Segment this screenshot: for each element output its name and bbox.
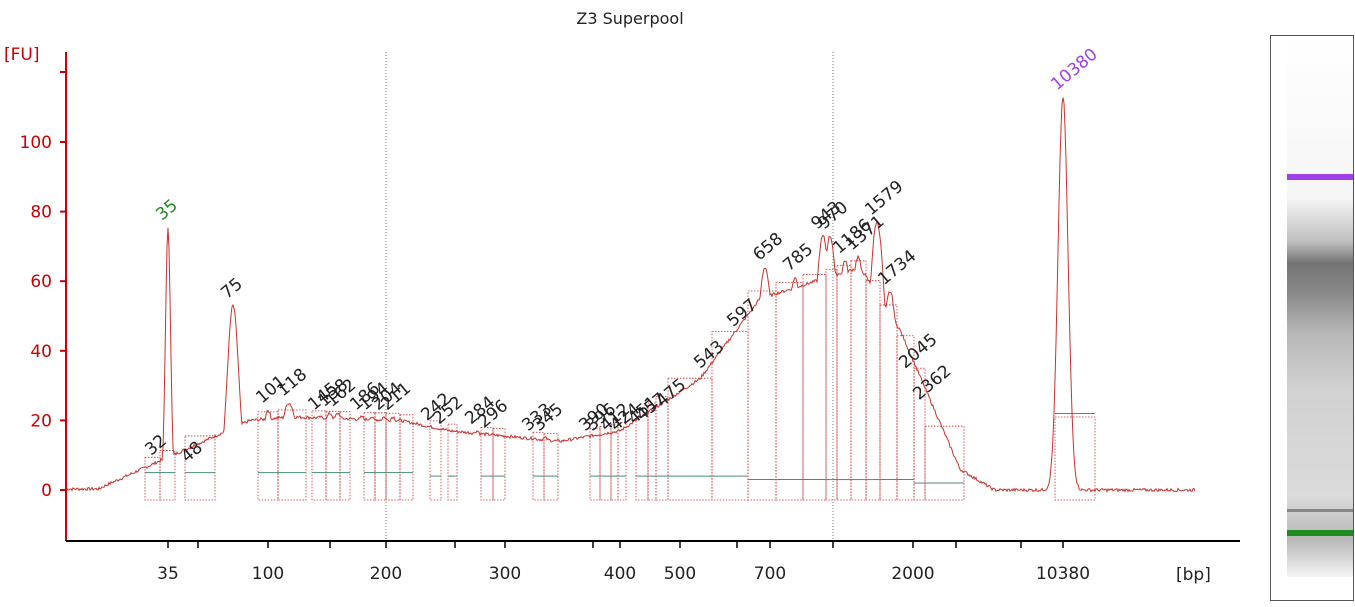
- peak-region: [747, 290, 777, 501]
- peak-region: [277, 409, 307, 501]
- peak-region: [775, 282, 804, 501]
- peak-region: [311, 410, 327, 501]
- peak-region: [532, 431, 545, 501]
- x-tick-label: 300: [489, 564, 521, 584]
- peak-region: [850, 260, 867, 501]
- x-tick-label: 700: [754, 564, 786, 584]
- peak-region: [599, 426, 612, 501]
- peak-label: 597: [723, 295, 761, 331]
- peak-region: [543, 433, 559, 501]
- x-tick-label: 500: [664, 564, 696, 584]
- x-tick-label: 10380: [1036, 564, 1090, 584]
- gel-smear: [1287, 36, 1353, 577]
- gel-band: [1287, 509, 1353, 512]
- peak-regions: [144, 260, 1096, 501]
- gel-lane: [1287, 36, 1353, 577]
- y-axis-label: [FU]: [4, 45, 40, 65]
- lower-marker-label: 35: [152, 196, 181, 225]
- x-tick-label: 200: [370, 564, 402, 584]
- peak-region: [836, 264, 852, 501]
- peak-region: [257, 411, 279, 501]
- y-tick-label: 80: [30, 203, 52, 223]
- peak-label: 75: [217, 274, 246, 303]
- y-tick-label: 60: [30, 272, 52, 292]
- gridlines: [385, 52, 834, 541]
- peak-region: [385, 412, 401, 501]
- peak-region: [667, 377, 713, 501]
- x-tick-label: 35: [157, 564, 179, 584]
- y-tick-label: 100: [20, 133, 52, 153]
- peak-region: [610, 424, 619, 501]
- x-tick-label: 2000: [891, 564, 934, 584]
- peak-region: [480, 426, 494, 501]
- peak-region: [144, 456, 161, 501]
- gel-image: [1270, 35, 1354, 601]
- upper-marker-label: 10380: [1047, 44, 1101, 94]
- y-tick-label: 0: [41, 481, 52, 501]
- fluorescence-trace: [65, 97, 1196, 493]
- peak-region: [339, 411, 351, 501]
- peak-label: 32: [141, 431, 170, 460]
- peak-region: [589, 427, 601, 501]
- x-axis-label: [bp]: [1176, 565, 1211, 585]
- y-tick-label: 20: [30, 411, 52, 431]
- peak-region: [492, 428, 506, 501]
- peak-region: [429, 420, 442, 501]
- peak-label: 1579: [861, 177, 907, 220]
- peak-region: [374, 412, 387, 501]
- peak-region: [924, 425, 965, 501]
- peak-region: [913, 367, 926, 501]
- axes: 0 20 40 60 80 100 35 100 200 300 400 500 700 2000 1038…: [20, 52, 1240, 584]
- peak-label: 2045: [895, 330, 941, 373]
- lower-marker-band: [1287, 530, 1353, 536]
- peak-region: [399, 414, 414, 501]
- peak-region: [865, 280, 881, 501]
- peak-region: [159, 450, 176, 501]
- peak-region: [802, 274, 827, 501]
- peak-region: [879, 304, 898, 501]
- chart-title: Z3 Superpool: [576, 9, 683, 28]
- peak-region: [635, 409, 649, 501]
- upper-marker-band: [1287, 174, 1353, 180]
- peak-region: [896, 335, 915, 501]
- peak-region: [325, 410, 341, 501]
- peak-region: [617, 422, 627, 501]
- peak-region: [825, 268, 838, 501]
- x-tick-label: 400: [604, 564, 636, 584]
- peak-region: [184, 435, 216, 501]
- peak-region: [447, 423, 458, 501]
- y-tick-label: 40: [30, 342, 52, 362]
- peak-region: [1054, 416, 1096, 501]
- x-tick-label: 100: [252, 564, 284, 584]
- peak-label: 543: [690, 337, 728, 373]
- peak-region: [363, 412, 376, 501]
- peak-region: [647, 402, 657, 501]
